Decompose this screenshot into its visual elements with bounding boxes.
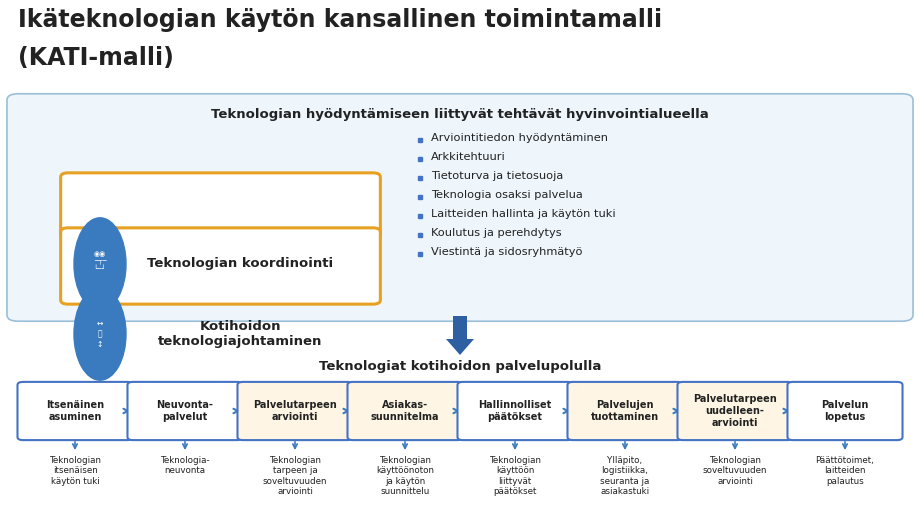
- FancyBboxPatch shape: [787, 382, 902, 440]
- Text: Koulutus ja perehdytys: Koulutus ja perehdytys: [431, 228, 562, 238]
- FancyBboxPatch shape: [676, 382, 791, 440]
- Text: Teknologian
itsenäisen
käytön tuki: Teknologian itsenäisen käytön tuki: [49, 456, 101, 486]
- Text: Hallinnolliset
päätökset: Hallinnolliset päätökset: [478, 400, 551, 422]
- Text: Teknologiat kotihoidon palvelupolulla: Teknologiat kotihoidon palvelupolulla: [319, 360, 600, 373]
- Text: (KATI-malli): (KATI-malli): [18, 46, 174, 70]
- FancyBboxPatch shape: [347, 382, 462, 440]
- FancyBboxPatch shape: [7, 94, 912, 321]
- Text: Teknologian
tarpeen ja
soveltuvuuden
arviointi: Teknologian tarpeen ja soveltuvuuden arv…: [263, 456, 327, 496]
- FancyBboxPatch shape: [567, 382, 682, 440]
- Text: Laitteiden hallinta ja käytön tuki: Laitteiden hallinta ja käytön tuki: [431, 209, 615, 219]
- Text: Neuvonta-
palvelut: Neuvonta- palvelut: [156, 400, 213, 422]
- Text: Teknologian
soveltuvuuden
arviointi: Teknologian soveltuvuuden arviointi: [702, 456, 766, 486]
- FancyBboxPatch shape: [61, 173, 380, 239]
- FancyBboxPatch shape: [128, 382, 243, 440]
- Text: Arviointitiedon hyödyntäminen: Arviointitiedon hyödyntäminen: [431, 133, 607, 143]
- Text: Teknologian hyödyntämiseen liittyvät tehtävät hyvinvointialueella: Teknologian hyödyntämiseen liittyvät teh…: [210, 108, 709, 121]
- Text: Viestintä ja sidosryhmätyö: Viestintä ja sidosryhmätyö: [431, 247, 582, 257]
- Text: Arkkitehtuuri: Arkkitehtuuri: [431, 152, 505, 162]
- Text: Ikäteknologian käytön kansallinen toimintamalli: Ikäteknologian käytön kansallinen toimin…: [18, 8, 662, 32]
- Polygon shape: [446, 316, 473, 355]
- Text: Päättötoimet,
laitteiden
palautus: Päättötoimet, laitteiden palautus: [815, 456, 873, 486]
- Text: Teknologian
käyttöön
liittyvät
päätökset: Teknologian käyttöön liittyvät päätökset: [489, 456, 540, 496]
- FancyBboxPatch shape: [61, 228, 380, 304]
- FancyBboxPatch shape: [237, 382, 352, 440]
- Text: Tietoturva ja tietosuoja: Tietoturva ja tietosuoja: [431, 171, 562, 181]
- Text: Teknologia-
neuvonta: Teknologia- neuvonta: [160, 456, 210, 476]
- Text: Asiakas-
suunnitelma: Asiakas- suunnitelma: [370, 400, 438, 422]
- Text: Palvelujen
tuottaminen: Palvelujen tuottaminen: [590, 400, 658, 422]
- Text: Teknologian
käyttöönoton
ja käytön
suunnittelu: Teknologian käyttöönoton ja käytön suunn…: [376, 456, 434, 496]
- Text: ◉◉
─┬─
└─┘: ◉◉ ─┬─ └─┘: [94, 251, 107, 272]
- Ellipse shape: [74, 218, 126, 310]
- Text: ↔
🧍
↕: ↔ 🧍 ↕: [96, 319, 103, 349]
- Text: Palvelun
lopetus: Palvelun lopetus: [821, 400, 868, 422]
- Text: Kotihoidon
teknologiajohtaminen: Kotihoidon teknologiajohtaminen: [158, 320, 322, 348]
- Ellipse shape: [74, 288, 126, 380]
- Text: Palvelutarpeen
arviointi: Palvelutarpeen arviointi: [253, 400, 336, 422]
- Text: Teknologian koordinointi: Teknologian koordinointi: [147, 257, 333, 270]
- Text: Ylläpito,
logistiikka,
seuranta ja
asiakastuki: Ylläpito, logistiikka, seuranta ja asiak…: [600, 456, 649, 496]
- Text: Palvelutarpeen
uudelleen-
arviointi: Palvelutarpeen uudelleen- arviointi: [692, 394, 776, 427]
- Text: Itsenäinen
asuminen: Itsenäinen asuminen: [46, 400, 104, 422]
- Text: Teknologia osaksi palvelua: Teknologia osaksi palvelua: [431, 190, 582, 200]
- FancyBboxPatch shape: [457, 382, 572, 440]
- FancyBboxPatch shape: [17, 382, 132, 440]
